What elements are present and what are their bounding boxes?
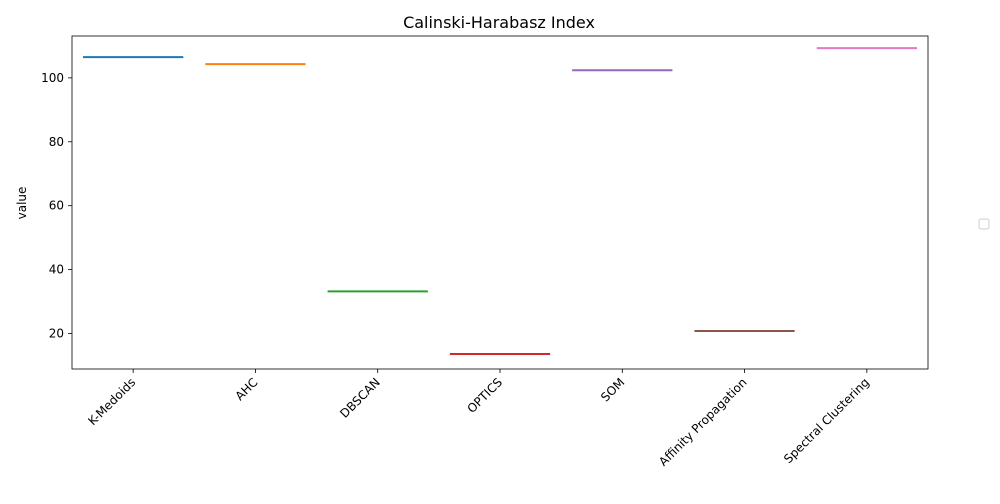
plot-area: 20 40 60 80 100 K-Medoids AHC DBSCAN OPTICS SOM Af… [41, 47, 917, 469]
y-tick-label: 60 [49, 199, 64, 213]
y-tick-label: 100 [41, 71, 64, 85]
x-tick-label: Affinity Propagation [656, 375, 750, 469]
x-tick-label: AHC [233, 375, 261, 403]
y-tick-label: 40 [49, 263, 64, 277]
x-tick-label: K-Medoids [85, 375, 138, 428]
x-tick-label: Spectral Clustering [781, 375, 872, 466]
y-tick-label: 20 [49, 327, 64, 341]
x-tick-label: SOM [598, 375, 627, 404]
x-tick-label: OPTICS [464, 375, 505, 416]
axes-frame [71, 35, 929, 370]
y-tick-label: 80 [49, 135, 64, 149]
legend [978, 218, 990, 230]
y-axis-label: value [15, 187, 29, 220]
legend-box [978, 218, 990, 230]
x-tick-label: DBSCAN [337, 375, 383, 421]
chart-title: Calinski-Harabasz Index [403, 13, 595, 32]
